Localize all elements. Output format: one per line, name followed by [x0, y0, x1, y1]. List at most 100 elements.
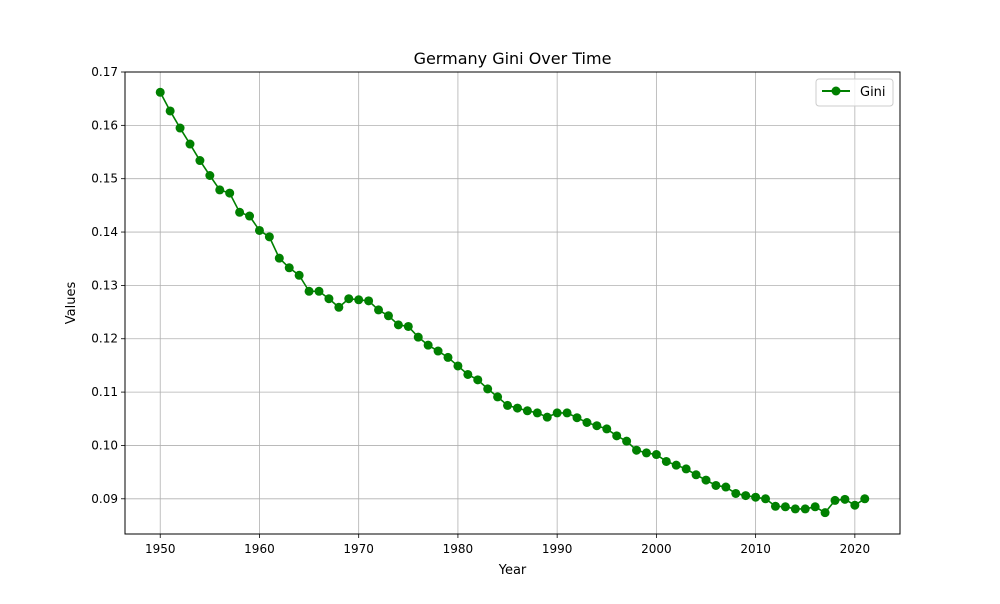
y-axis-label: Values: [64, 282, 79, 325]
data-point: [354, 295, 364, 305]
y-tick-label: 0.11: [91, 385, 118, 399]
data-point: [860, 494, 870, 504]
data-point: [721, 482, 731, 492]
data-point: [592, 421, 602, 431]
data-point: [612, 431, 622, 441]
data-point: [731, 488, 741, 498]
data-point: [314, 286, 324, 296]
data-point: [284, 263, 294, 273]
data-point: [483, 384, 493, 394]
data-point: [215, 185, 225, 195]
data-point: [423, 340, 433, 350]
data-point: [840, 494, 850, 504]
data-point: [790, 504, 800, 514]
data-point: [562, 408, 572, 418]
data-point: [185, 139, 195, 149]
data-point: [453, 361, 463, 371]
data-point: [770, 501, 780, 511]
data-point: [324, 294, 334, 304]
data-point: [235, 207, 245, 217]
grid: [125, 71, 900, 534]
axis-ticks: 1950 1960 1970 1980 1990 2000 2010 2020 0.09 0.10…: [91, 65, 870, 556]
x-tick-label: 2010: [740, 542, 771, 556]
data-point: [850, 500, 860, 510]
y-tick-label: 0.14: [91, 225, 118, 239]
data-point: [245, 211, 255, 221]
data-point: [741, 491, 751, 501]
y-tick-label: 0.12: [91, 332, 118, 346]
x-axis-label: Year: [498, 563, 527, 578]
data-point: [364, 296, 374, 306]
data-point: [165, 106, 175, 116]
data-point: [622, 436, 632, 446]
x-tick-label: 1990: [542, 542, 573, 556]
data-point: [800, 504, 810, 514]
data-point: [195, 156, 205, 166]
data-point: [294, 270, 304, 280]
data-point: [552, 408, 562, 418]
x-tick-label: 2000: [641, 542, 672, 556]
data-point: [383, 311, 393, 321]
data-point: [542, 412, 552, 422]
data-point: [493, 392, 503, 402]
legend-point-marker: [831, 86, 841, 96]
y-tick-label: 0.13: [91, 278, 118, 292]
x-tick-label: 2020: [840, 542, 871, 556]
data-point: [225, 188, 235, 198]
y-tick-label: 0.09: [91, 492, 118, 506]
data-point: [175, 123, 185, 133]
data-point: [632, 445, 642, 455]
series-layer: [155, 87, 870, 518]
data-point: [334, 302, 344, 312]
data-point: [532, 408, 542, 418]
data-point: [155, 87, 165, 97]
data-point: [711, 480, 721, 490]
data-point: [403, 321, 413, 331]
data-point: [761, 494, 771, 504]
data-point: [463, 369, 473, 379]
data-point: [503, 400, 513, 410]
x-tick-label: 1960: [244, 542, 275, 556]
data-point: [830, 495, 840, 505]
plot-frame: [124, 71, 901, 535]
data-point: [780, 502, 790, 512]
x-tick-label: 1950: [145, 542, 176, 556]
y-tick-label: 0.16: [91, 118, 118, 132]
data-point: [820, 508, 830, 518]
data-point: [810, 502, 820, 512]
data-point: [264, 232, 274, 242]
data-point: [344, 294, 354, 304]
data-point: [393, 320, 403, 330]
data-point: [691, 470, 701, 480]
data-point: [374, 305, 384, 315]
data-point: [512, 403, 522, 413]
x-tick-label: 1970: [343, 542, 374, 556]
data-point: [661, 456, 671, 466]
data-point: [641, 448, 651, 458]
data-point: [681, 464, 691, 474]
data-point: [205, 170, 215, 180]
data-point: [572, 413, 582, 423]
x-tick-label: 1980: [443, 542, 474, 556]
y-tick-label: 0.15: [91, 172, 118, 186]
legend-box: [815, 78, 894, 107]
chart-title: Germany Gini Over Time: [414, 49, 612, 68]
data-point: [473, 375, 483, 385]
data-point: [602, 424, 612, 434]
data-point: [254, 225, 264, 235]
data-point: [651, 450, 661, 460]
data-point: [274, 253, 284, 263]
y-tick-label: 0.10: [91, 438, 118, 452]
data-point: [413, 332, 423, 342]
data-point: [443, 352, 453, 362]
data-point: [522, 406, 532, 416]
data-point: [582, 418, 592, 428]
y-tick-label: 0.17: [91, 65, 118, 79]
data-point: [701, 475, 711, 485]
data-point: [671, 460, 681, 470]
plot-background: [125, 72, 900, 534]
data-point: [433, 346, 443, 356]
data-point: [304, 286, 314, 296]
